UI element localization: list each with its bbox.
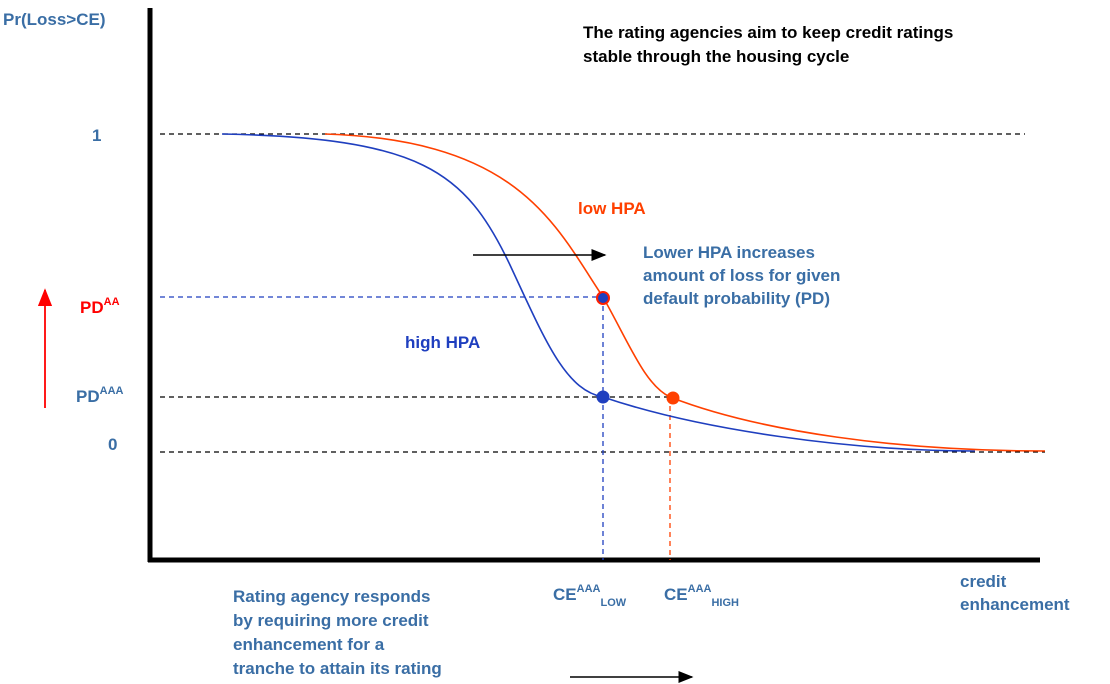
pd-aaa-label: PDAAA <box>76 385 124 406</box>
note-line: Lower HPA increases <box>643 243 815 262</box>
label-base: PD <box>80 298 104 317</box>
label-sub: HIGH <box>711 597 739 609</box>
guides <box>160 133 1045 560</box>
label-line: credit <box>960 572 1007 591</box>
note-line: amount of loss for given <box>643 266 840 285</box>
point <box>596 291 610 305</box>
note-line: default probability (PD) <box>643 289 830 308</box>
label-sub: LOW <box>600 597 626 609</box>
note-top: Lower HPA increases amount of loss for g… <box>643 243 845 308</box>
label-base: CE <box>664 585 688 604</box>
y-axis-label: Pr(Loss>CE) <box>3 10 106 29</box>
note-line: Rating agency responds <box>233 587 430 606</box>
high-hpa-label: high HPA <box>405 333 480 352</box>
note-line: enhancement for a <box>233 635 385 654</box>
label-sup: AA <box>104 296 120 308</box>
ce-high-label: CEAAA HIGH <box>664 583 739 609</box>
label-sup: AAA <box>688 583 712 595</box>
low-hpa-curve <box>324 133 1046 452</box>
title-line: The rating agencies aim to keep credit r… <box>583 23 953 42</box>
note-bottom: Rating agency responds by requiring more… <box>233 587 442 678</box>
point <box>666 391 680 405</box>
low-hpa-label: low HPA <box>578 199 646 218</box>
note-line: by requiring more credit <box>233 611 429 630</box>
label-sup: AAA <box>577 583 601 595</box>
label-sup: AAA <box>100 385 124 397</box>
tick-label: 1 <box>92 126 101 145</box>
x-axis-label: credit enhancement <box>960 572 1070 614</box>
pd-aa-label: PDAA <box>80 296 120 317</box>
point <box>596 390 610 404</box>
title: The rating agencies aim to keep credit r… <box>583 23 958 66</box>
ce-low-label: CEAAA LOW <box>553 583 627 609</box>
high-hpa-curve <box>221 133 976 452</box>
title-line: stable through the housing cycle <box>583 47 849 66</box>
note-line: tranche to attain its rating <box>233 659 442 678</box>
label-line: enhancement <box>960 595 1070 614</box>
tick-label: 0 <box>108 435 117 454</box>
label-base: PD <box>76 387 100 406</box>
label-base: CE <box>553 585 577 604</box>
